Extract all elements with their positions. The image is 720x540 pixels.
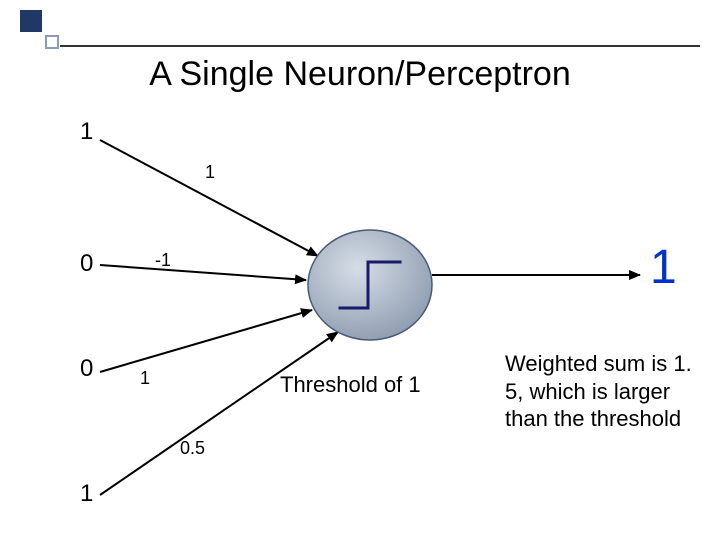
edge-3	[100, 310, 312, 372]
edge-2	[100, 265, 306, 280]
neuron-diagram	[0, 0, 720, 540]
neuron-body	[308, 230, 432, 340]
edge-4	[100, 332, 338, 495]
edge-1	[100, 140, 318, 256]
